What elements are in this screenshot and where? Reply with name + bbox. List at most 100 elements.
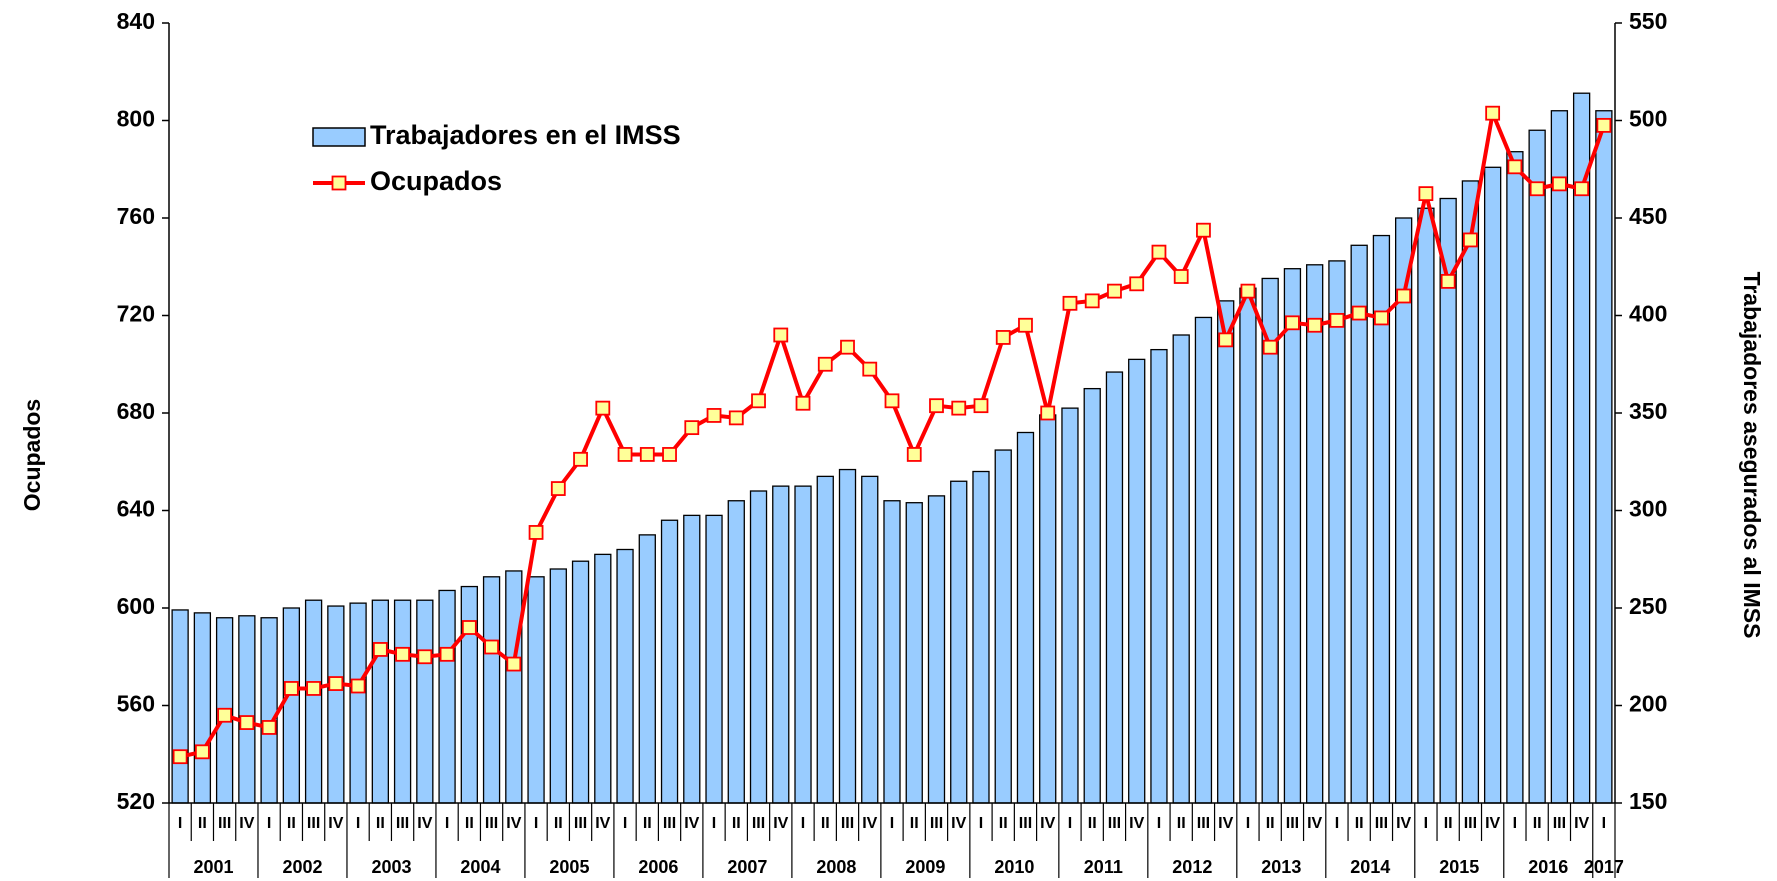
year-label: 2012 (1172, 857, 1212, 877)
x-tick-label: III (1464, 815, 1477, 832)
year-label: 2008 (816, 857, 856, 877)
bar (1417, 207, 1435, 804)
marker (817, 356, 833, 372)
marker (1507, 159, 1523, 175)
bar (749, 490, 768, 804)
x-tick-label: I (534, 815, 538, 832)
x-tick-label: I (623, 815, 627, 832)
y-tick-label: 840 (117, 8, 155, 34)
marker (506, 656, 522, 672)
bar (927, 495, 946, 804)
x-tick-label: IV (239, 815, 254, 832)
legend-marker (331, 175, 347, 191)
marker (840, 339, 855, 355)
marker (194, 744, 210, 760)
x-tick-label: IV (506, 815, 521, 832)
marker (1196, 222, 1211, 238)
marker (1173, 269, 1189, 284)
marker (1218, 332, 1234, 348)
marker (862, 361, 878, 377)
marker (1440, 273, 1456, 289)
bar (1461, 180, 1480, 804)
x-tick-label: III (841, 815, 854, 832)
marker (951, 400, 967, 416)
x-tick-label: II (1533, 815, 1542, 832)
year-label: 2007 (727, 857, 767, 877)
bar (1528, 129, 1546, 804)
bar (1061, 407, 1079, 804)
x-tick-label: III (1375, 815, 1388, 832)
x-tick-label: I (890, 815, 894, 832)
bar (1550, 110, 1569, 804)
x-tick-label: IV (1218, 815, 1233, 832)
bar (660, 519, 679, 804)
bar (1128, 358, 1146, 804)
x-tick-label: I (1157, 815, 1161, 832)
x-tick-label: II (376, 815, 385, 832)
marker (1240, 283, 1256, 299)
y2-tick-label: 200 (1629, 691, 1667, 717)
bar (972, 470, 990, 804)
marker (1551, 176, 1567, 192)
x-tick-label: IV (1040, 815, 1055, 832)
bar (1328, 260, 1346, 804)
x-tick-label: IV (862, 815, 877, 832)
y-tick-label: 560 (117, 691, 155, 717)
bar (838, 468, 857, 804)
y2-tick-label: 350 (1629, 398, 1667, 424)
year-label: 2010 (994, 857, 1034, 877)
year-label: 2014 (1350, 857, 1390, 877)
bar (549, 568, 567, 804)
x-tick-label: II (554, 815, 563, 832)
marker (1396, 288, 1412, 304)
bar (260, 617, 278, 804)
x-tick-label: I (1068, 815, 1072, 832)
x-tick-label: IV (1485, 815, 1500, 832)
marker (417, 649, 433, 665)
x-tick-label: IV (417, 815, 432, 832)
x-tick-label: II (910, 815, 919, 832)
x-tick-label: IV (1574, 815, 1589, 832)
bar (1194, 316, 1213, 804)
bar (816, 475, 834, 804)
bar (861, 475, 879, 804)
x-tick-label: I (801, 815, 805, 832)
bar (371, 599, 389, 804)
bar (571, 560, 590, 804)
bar (616, 548, 634, 804)
marker (1529, 181, 1545, 197)
x-tick-label: II (999, 815, 1008, 832)
x-tick-label: II (1355, 815, 1364, 832)
marker (684, 420, 700, 436)
x-tick-label: I (356, 815, 360, 832)
bar (1506, 151, 1524, 804)
marker (395, 646, 410, 662)
x-tick-label: II (287, 815, 296, 832)
bar (304, 599, 323, 804)
bar (1439, 197, 1457, 804)
x-tick-label: IV (1396, 815, 1411, 832)
marker (617, 447, 633, 462)
marker (528, 525, 544, 540)
bar (527, 576, 545, 804)
year-label: 2004 (460, 857, 500, 877)
bar (1572, 92, 1591, 804)
bar (905, 502, 923, 804)
x-tick-label: I (1602, 815, 1606, 832)
x-tick-label: III (1553, 815, 1566, 832)
bar (1350, 244, 1368, 804)
x-tick-label: III (485, 815, 498, 832)
marker (550, 481, 566, 496)
marker (350, 678, 366, 694)
y-tick-label: 720 (117, 301, 155, 327)
bar (349, 602, 367, 804)
x-tick-label: III (1197, 815, 1210, 832)
y-tick-label: 520 (117, 788, 155, 814)
x-tick-label: IV (951, 815, 966, 832)
marker (973, 398, 989, 414)
marker (1351, 305, 1367, 321)
bar (727, 500, 745, 804)
year-label: 2016 (1528, 857, 1568, 877)
x-tick-label: I (1246, 815, 1250, 832)
